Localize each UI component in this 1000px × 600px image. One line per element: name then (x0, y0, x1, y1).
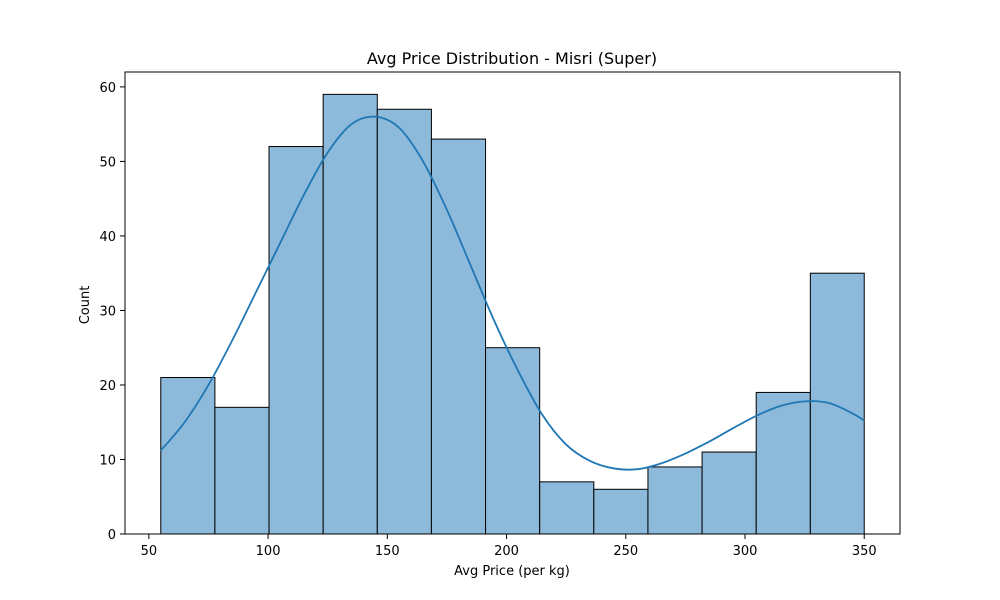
histogram-bar (539, 481, 595, 535)
x-tick-label: 200 (494, 544, 519, 559)
histogram-bar (701, 451, 757, 535)
histogram-bar (322, 93, 378, 535)
y-tick-label: 50 (99, 155, 116, 170)
x-axis: 50 100 150 200 250 300 350 (141, 534, 877, 559)
histogram-bar (268, 146, 324, 535)
histogram-bar (214, 406, 270, 535)
histogram-bar (430, 138, 487, 535)
x-tick-label: 100 (256, 544, 281, 559)
y-tick-label: 20 (99, 379, 116, 394)
plot-frame (124, 71, 901, 535)
histogram-bar (593, 488, 649, 535)
y-tick-label: 10 (99, 453, 116, 468)
x-axis-label: Avg Price (per kg) (454, 564, 570, 579)
y-tick-label: 0 (108, 528, 116, 543)
y-tick-label: 60 (99, 81, 116, 96)
histogram-bar (376, 108, 432, 535)
histogram-bar (809, 272, 865, 535)
histogram-bar (485, 347, 541, 535)
y-axis-label: Count (78, 286, 93, 325)
y-axis: 0 10 20 30 40 50 60 (99, 81, 125, 543)
y-tick-label: 40 (99, 230, 116, 245)
kde-curve (160, 115, 865, 471)
x-tick-label: 350 (852, 544, 877, 559)
y-tick-label: 30 (99, 304, 116, 319)
histogram-bar (160, 377, 216, 535)
histogram-bar (755, 391, 811, 535)
x-tick-label: 50 (141, 544, 158, 559)
histogram-bar (647, 466, 703, 535)
chart-title: Avg Price Distribution - Misri (Super) (367, 49, 657, 68)
x-tick-label: 300 (733, 544, 758, 559)
bars-group (160, 93, 865, 535)
x-tick-label: 250 (613, 544, 638, 559)
x-tick-label: 150 (375, 544, 400, 559)
